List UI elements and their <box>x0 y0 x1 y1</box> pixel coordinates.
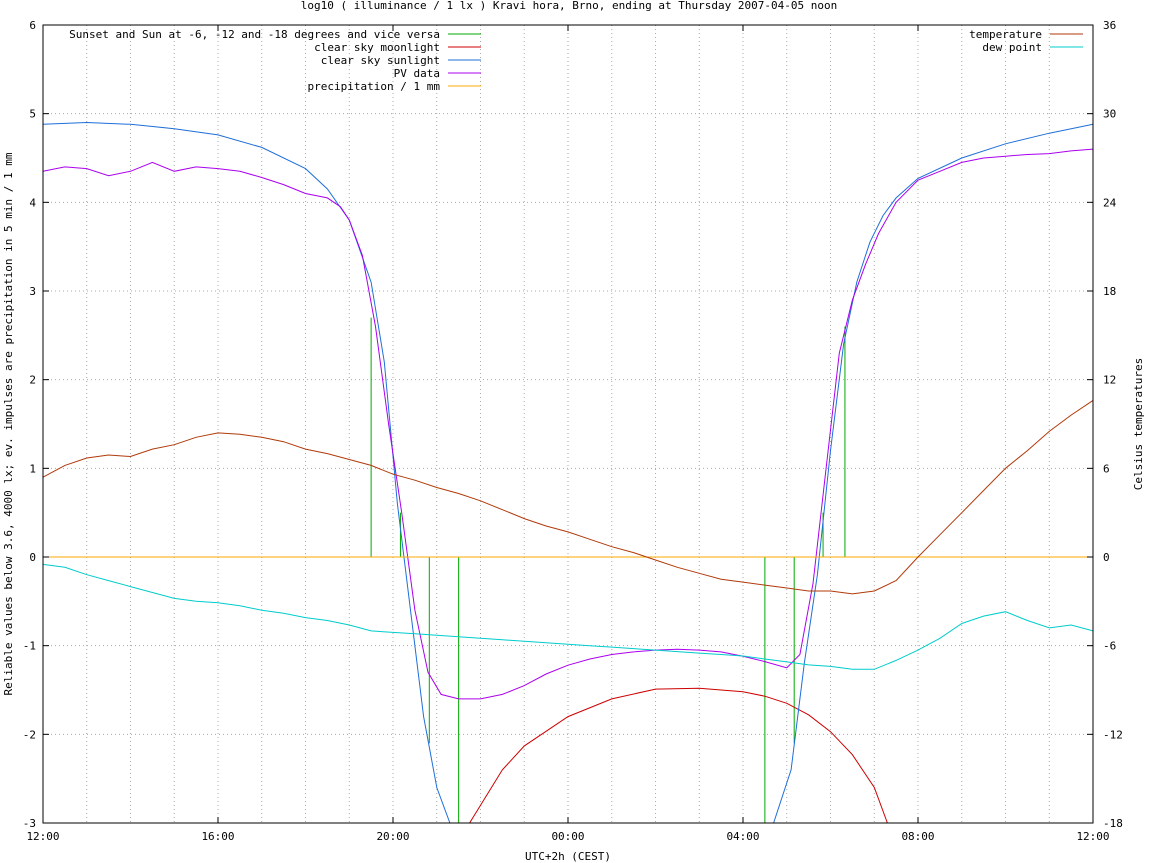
y-tick-label: 6 <box>29 19 36 32</box>
y-tick-label: 4 <box>29 196 36 209</box>
y2-tick-label: 30 <box>1103 108 1116 121</box>
axis-ticks: 12:00 16:00 20:00 00:00 04:00 08:00 12:00-3-2-… <box>23 19 1123 843</box>
y2-tick-label: 0 <box>1103 551 1110 564</box>
y2-tick-label: 18 <box>1103 285 1116 298</box>
y2-tick-label: -12 <box>1103 728 1123 741</box>
chart-title: log10 ( illuminance / 1 lx ) Kravi hora,… <box>301 0 837 12</box>
y2-tick-label: 36 <box>1103 19 1116 32</box>
y2-tick-label: 6 <box>1103 462 1110 475</box>
x-tick-label: 12:00 <box>26 830 59 843</box>
legend-left: Sunset and Sun at -6, -12 and -18 degree… <box>69 28 481 93</box>
series-clear <box>469 687 888 824</box>
y2-tick-label: -18 <box>1103 817 1123 830</box>
series-dew <box>42 563 1094 670</box>
legend-label: clear sky sunlight <box>321 54 440 67</box>
x-tick-label: 08:00 <box>901 830 934 843</box>
plot-frame <box>42 24 1094 824</box>
x-tick-label: 20:00 <box>376 830 409 843</box>
y2-axis-label: Celsius temperatures <box>1132 358 1145 490</box>
x-axis-label: UTC+2h (CEST) <box>525 850 611 863</box>
legend-label: temperature <box>969 28 1042 41</box>
x-tick-label: 00:00 <box>551 830 584 843</box>
x-tick-label: 04:00 <box>726 830 759 843</box>
x-tick-label: 12:00 <box>1076 830 1109 843</box>
series-line <box>42 399 1094 595</box>
y-axis-label: Reliable values below 3.6, 4000 lx; ev. … <box>2 152 15 695</box>
y-tick-label: -3 <box>23 817 36 830</box>
y-tick-label: 2 <box>29 374 36 387</box>
legend-label: dew point <box>982 41 1042 54</box>
y2-tick-label: 12 <box>1103 374 1116 387</box>
series-temperature <box>42 399 1094 595</box>
legend-label: PV data <box>394 67 440 80</box>
y-tick-label: 1 <box>29 462 36 475</box>
x-tick-label: 16:00 <box>201 830 234 843</box>
y2-tick-label: 24 <box>1103 196 1117 209</box>
series-line <box>469 687 888 824</box>
y-tick-label: 3 <box>29 285 36 298</box>
series-line <box>42 148 1094 700</box>
legend-label: precipitation / 1 mm <box>308 80 441 93</box>
y-tick-label: 5 <box>29 108 36 121</box>
y-tick-label: -1 <box>23 640 36 653</box>
legend-label: clear sky moonlight <box>314 41 440 54</box>
series-pv <box>42 148 1094 700</box>
y2-tick-label: -6 <box>1103 640 1116 653</box>
y-tick-label: -2 <box>23 728 36 741</box>
series-sunset <box>370 317 846 823</box>
gridlines <box>43 25 1093 823</box>
series-line <box>42 563 1094 670</box>
legend-label: Sunset and Sun at -6, -12 and -18 degree… <box>69 28 440 41</box>
y-tick-label: 0 <box>29 551 36 564</box>
